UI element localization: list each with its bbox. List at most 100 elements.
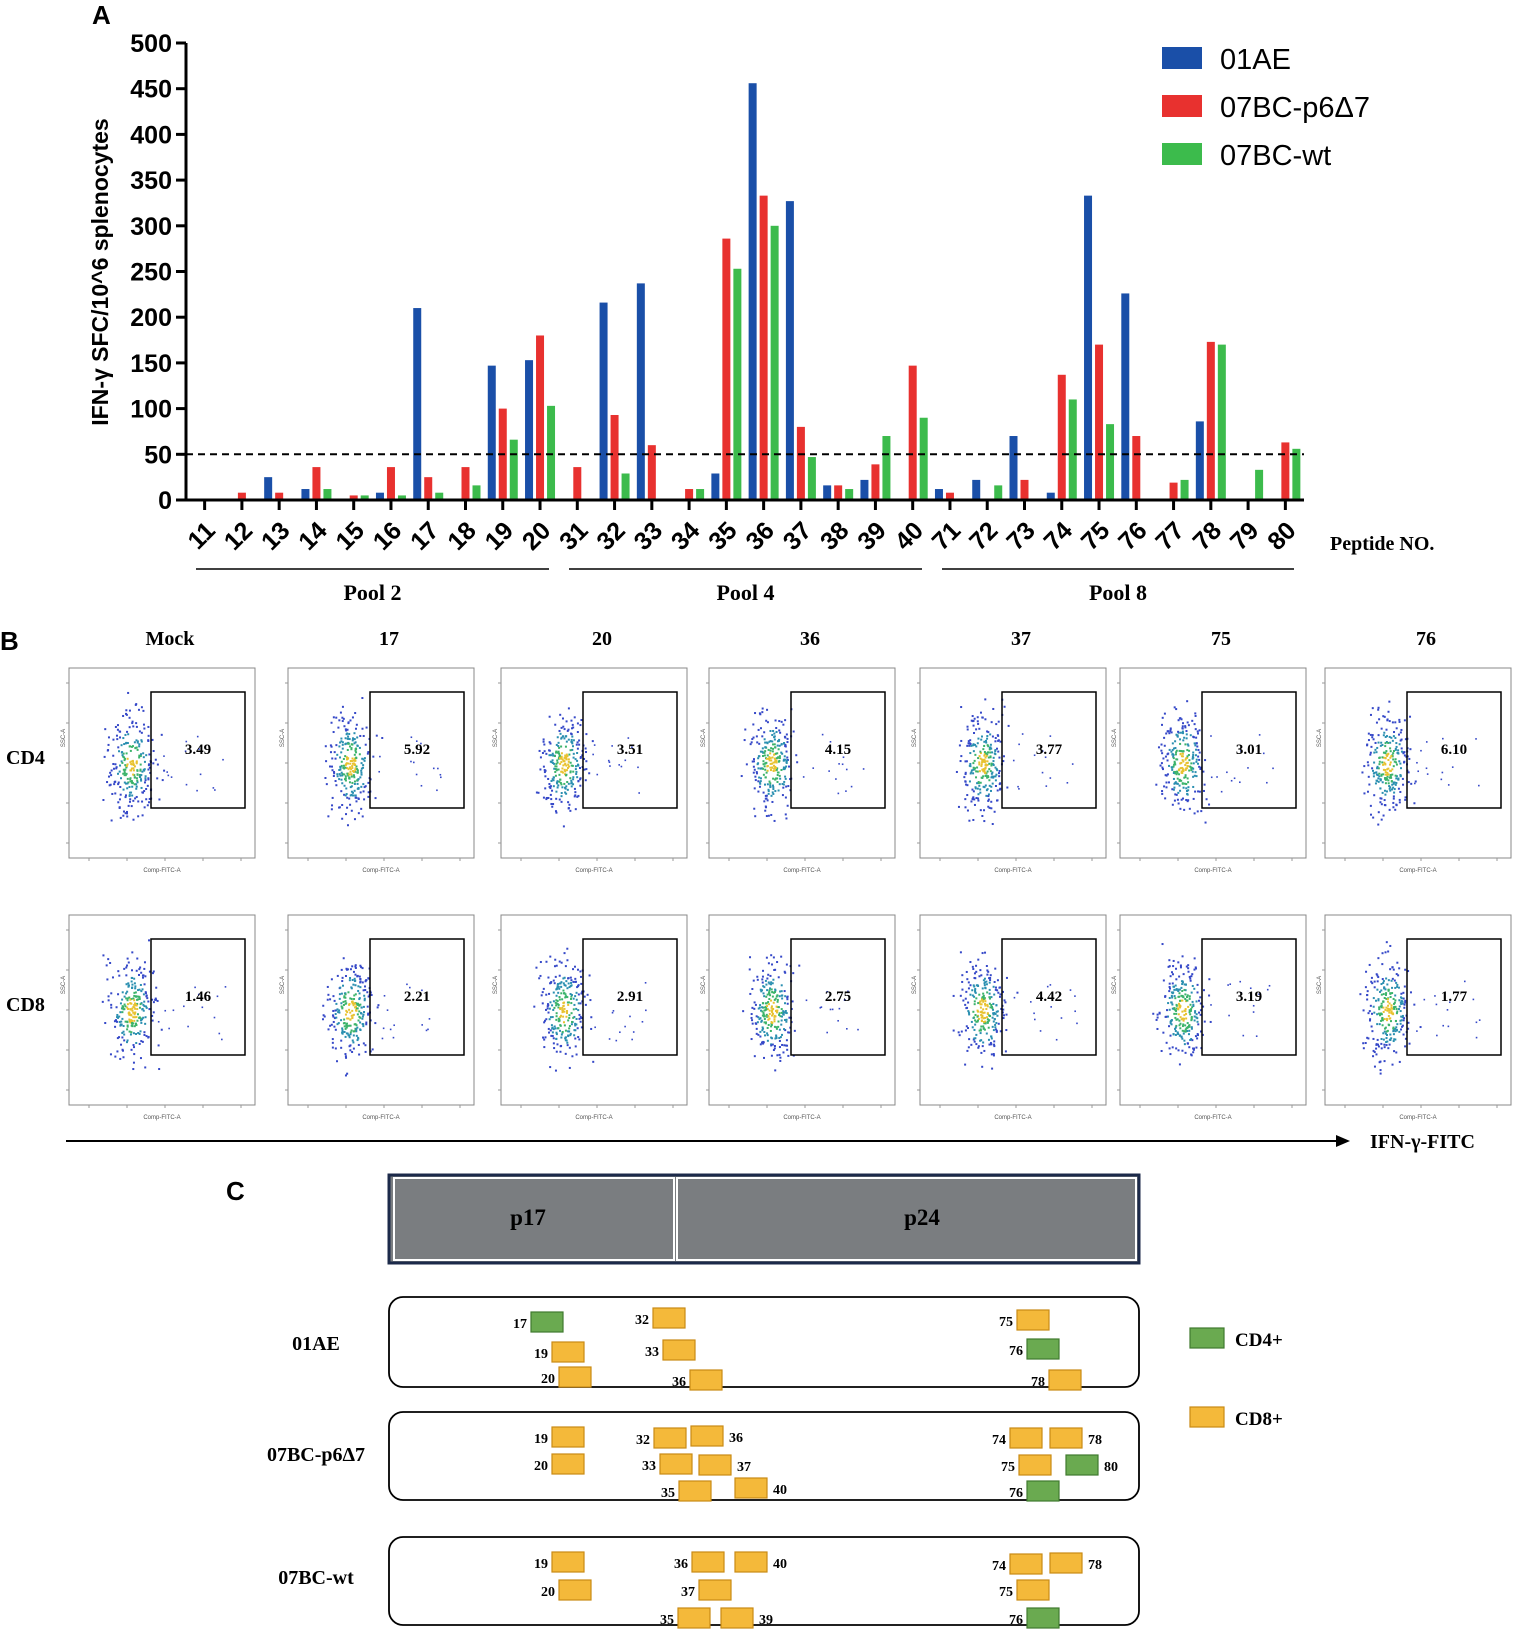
event-dot: [348, 1003, 351, 1006]
event-dot: [968, 742, 971, 745]
event-dot: [567, 982, 570, 985]
event-dot: [1169, 728, 1172, 731]
event-dot: [142, 791, 145, 794]
event-dot: [579, 1015, 582, 1018]
plot-x-axis-label: Comp-FITC-A: [1194, 1115, 1231, 1121]
event-dot: [1386, 1034, 1389, 1037]
event-dot: [1209, 1020, 1212, 1023]
event-dot: [979, 1028, 982, 1031]
event-dot: [141, 770, 144, 773]
event-dot: [133, 1003, 136, 1006]
event-dot: [1377, 1012, 1380, 1015]
event-dot: [550, 1034, 553, 1037]
event-dot: [986, 1012, 989, 1015]
event-dot: [136, 773, 139, 776]
event-dot: [347, 991, 350, 994]
event-dot: [552, 1008, 555, 1011]
epitope-box-19: [551, 1341, 585, 1363]
event-dot: [988, 981, 991, 984]
event-dot: [356, 771, 359, 774]
event-dot: [992, 764, 995, 767]
p17-segment: [393, 1177, 675, 1261]
event-dot: [565, 980, 568, 983]
event-dot: [755, 771, 758, 774]
event-dot: [130, 745, 133, 748]
event-dot: [349, 1033, 352, 1036]
event-dot: [168, 1027, 170, 1030]
event-dot: [327, 993, 330, 996]
event-dot: [130, 1019, 133, 1022]
event-dot: [989, 974, 992, 977]
event-dot: [1436, 1034, 1438, 1037]
event-dot: [1403, 754, 1406, 757]
event-dot: [134, 995, 137, 998]
event-dot: [1183, 1017, 1186, 1020]
event-dot: [959, 760, 962, 763]
event-dot: [352, 1030, 355, 1033]
event-dot: [1386, 1040, 1389, 1043]
event-dot: [590, 1027, 593, 1030]
event-dot: [837, 1019, 839, 1022]
event-dot: [769, 974, 772, 977]
event-dot: [981, 952, 984, 955]
event-cloud: [740, 707, 865, 822]
event-dot: [369, 991, 372, 994]
event-dot: [356, 736, 359, 739]
event-dot: [1388, 808, 1391, 811]
event-dot: [347, 722, 350, 725]
event-dot: [773, 1018, 776, 1021]
event-dot: [561, 758, 564, 761]
event-dot: [201, 1006, 204, 1009]
event-dot: [569, 749, 572, 752]
epitope-number: 76: [1009, 1344, 1023, 1359]
event-dot: [998, 775, 1001, 778]
event-dot: [1187, 1033, 1190, 1036]
event-dot: [564, 791, 567, 794]
event-dot: [123, 772, 126, 775]
event-dot: [337, 1022, 340, 1025]
event-dot: [1198, 765, 1201, 768]
event-dot: [131, 722, 134, 725]
event-dot: [119, 736, 122, 739]
event-dot: [111, 976, 114, 979]
event-dot: [354, 966, 357, 969]
event-dot: [984, 784, 987, 787]
event-dot: [1384, 742, 1387, 745]
event-dot: [216, 995, 219, 998]
event-dot: [577, 780, 580, 783]
event-dot: [1179, 731, 1182, 734]
event-dot: [980, 765, 983, 768]
plot-frame: [287, 914, 475, 1106]
event-dot: [978, 1001, 981, 1004]
legend-label: CD4+: [1235, 1330, 1283, 1351]
event-dot: [764, 783, 767, 786]
event-dot: [772, 729, 775, 732]
event-dot: [352, 1004, 355, 1007]
event-dot: [336, 1060, 339, 1063]
event-dot: [356, 1039, 359, 1042]
event-dot: [135, 777, 138, 780]
event-dot: [572, 1008, 575, 1011]
event-dot: [558, 773, 561, 776]
event-dot: [769, 729, 772, 732]
plot-y-axis-label: SSC-A: [1317, 976, 1323, 994]
event-dot: [116, 724, 119, 727]
event-dot: [572, 739, 575, 742]
event-dot: [750, 1038, 753, 1041]
event-dot: [773, 998, 776, 1001]
event-dot: [973, 768, 976, 771]
event-dot: [1416, 761, 1418, 764]
legend-label-07BC-p6Δ7: 07BC-p6Δ7: [1220, 92, 1370, 124]
event-dot: [976, 720, 979, 723]
event-dot: [1195, 775, 1198, 778]
event-dot: [575, 1017, 578, 1020]
event-dot: [1175, 1007, 1178, 1010]
event-dot: [144, 775, 147, 778]
event-dot: [778, 738, 781, 741]
event-dot: [991, 782, 994, 785]
event-dot: [1385, 1030, 1388, 1033]
event-dot: [1389, 1008, 1392, 1011]
event-dot: [754, 815, 757, 818]
event-dot: [1181, 782, 1184, 785]
event-dot: [554, 765, 557, 768]
